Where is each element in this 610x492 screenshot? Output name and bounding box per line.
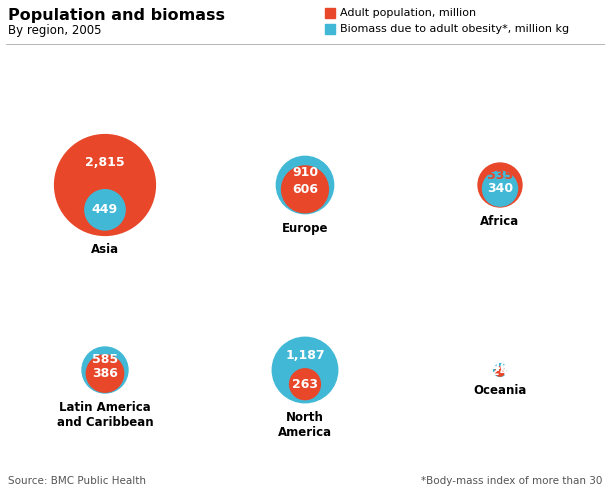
Text: 2,815: 2,815 — [85, 156, 125, 169]
Circle shape — [82, 347, 128, 393]
Text: Adult population, million: Adult population, million — [340, 8, 476, 18]
Text: 606: 606 — [292, 183, 318, 196]
Text: 340: 340 — [487, 182, 513, 195]
Circle shape — [493, 364, 506, 376]
Bar — [325, 24, 335, 34]
Circle shape — [272, 338, 338, 403]
Circle shape — [85, 190, 125, 230]
Text: 263: 263 — [292, 378, 318, 391]
Text: Europe: Europe — [282, 222, 328, 235]
Text: Oceania: Oceania — [473, 384, 526, 398]
Text: Asia: Asia — [91, 244, 119, 256]
Text: 1,187: 1,187 — [285, 349, 325, 362]
Circle shape — [87, 355, 124, 392]
Text: By region, 2005: By region, 2005 — [8, 24, 101, 37]
Bar — [325, 8, 335, 18]
Text: 386: 386 — [92, 367, 118, 380]
Circle shape — [483, 171, 517, 206]
Text: Africa: Africa — [481, 215, 520, 228]
Circle shape — [478, 163, 522, 207]
Text: Latin America
and Caribbean: Latin America and Caribbean — [57, 401, 153, 429]
Text: Source: BMC Public Health: Source: BMC Public Health — [8, 476, 146, 486]
Text: Population and biomass: Population and biomass — [8, 8, 225, 23]
Circle shape — [282, 166, 328, 213]
Text: 449: 449 — [92, 203, 118, 216]
Text: 585: 585 — [92, 353, 118, 366]
Text: 910: 910 — [292, 166, 318, 179]
Circle shape — [276, 156, 334, 214]
Text: Biomass due to adult obesity*, million kg: Biomass due to adult obesity*, million k… — [340, 24, 569, 34]
Text: 46: 46 — [491, 361, 509, 373]
Circle shape — [290, 369, 320, 400]
Text: *Body-mass index of more than 30: *Body-mass index of more than 30 — [421, 476, 602, 486]
Circle shape — [495, 367, 504, 376]
Text: 535: 535 — [487, 169, 513, 182]
Text: North
America: North America — [278, 411, 332, 439]
Text: 24: 24 — [491, 365, 509, 378]
Circle shape — [55, 135, 156, 235]
